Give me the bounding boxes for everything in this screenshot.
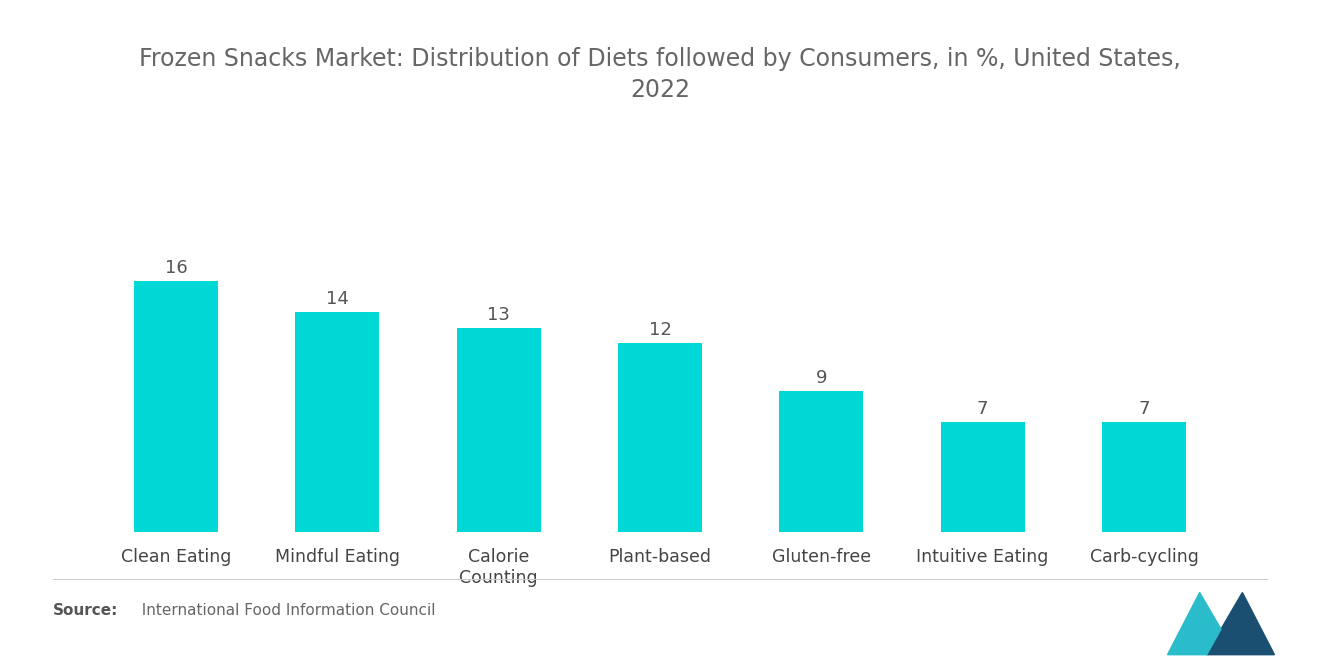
Polygon shape bbox=[1167, 593, 1221, 654]
Text: 7: 7 bbox=[1138, 400, 1150, 418]
Text: 9: 9 bbox=[816, 368, 828, 386]
Bar bbox=[296, 312, 379, 532]
Text: International Food Information Council: International Food Information Council bbox=[132, 603, 436, 618]
Text: 13: 13 bbox=[487, 306, 510, 324]
Bar bbox=[618, 343, 702, 532]
Text: 16: 16 bbox=[165, 259, 187, 277]
Text: Source:: Source: bbox=[53, 603, 119, 618]
Bar bbox=[457, 328, 541, 532]
Polygon shape bbox=[1206, 593, 1274, 654]
Bar bbox=[1102, 422, 1185, 532]
Text: Frozen Snacks Market: Distribution of Diets followed by Consumers, in %, United : Frozen Snacks Market: Distribution of Di… bbox=[139, 47, 1181, 102]
Text: 7: 7 bbox=[977, 400, 989, 418]
Text: 14: 14 bbox=[326, 290, 348, 308]
Bar bbox=[941, 422, 1024, 532]
Text: 12: 12 bbox=[648, 321, 672, 339]
Bar bbox=[779, 390, 863, 532]
Bar bbox=[135, 281, 218, 532]
